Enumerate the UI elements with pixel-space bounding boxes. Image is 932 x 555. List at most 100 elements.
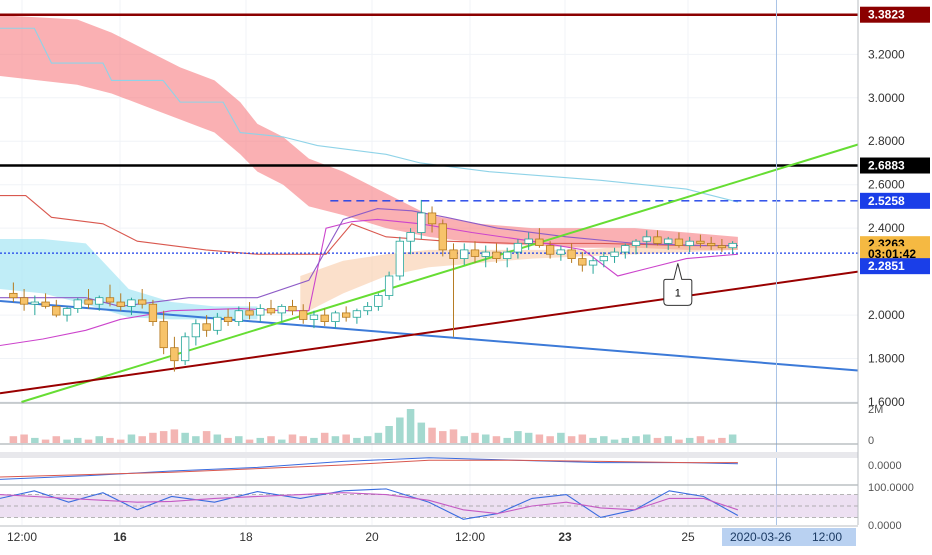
volume-bar	[267, 436, 275, 443]
volume-bar	[299, 436, 307, 443]
candle-body	[599, 256, 608, 262]
candle-body	[556, 249, 566, 255]
price-axis-panel	[858, 0, 932, 550]
candle-body	[642, 236, 651, 242]
candle-body	[352, 310, 362, 318]
candle-body	[696, 240, 705, 244]
volume-bar	[63, 439, 71, 443]
volume-bar	[116, 439, 125, 443]
volume-bar	[181, 432, 189, 443]
volume-bar	[320, 432, 329, 443]
candle-body	[105, 297, 115, 303]
volume-bar	[718, 437, 726, 443]
volume-bar	[20, 434, 28, 443]
crosshair-time-label: 12:00	[812, 530, 842, 544]
volume-bar	[578, 434, 587, 443]
trendline-2	[0, 270, 859, 395]
price-tick-label: 1.6000	[868, 395, 905, 409]
candle-body	[363, 305, 372, 312]
time-tick-label: 12:00	[455, 530, 485, 544]
callout-label: 1	[675, 287, 681, 299]
price-badge-label: 2.5258	[868, 194, 905, 208]
candle-body	[545, 245, 555, 255]
candle-body	[170, 347, 179, 362]
volume-bar	[632, 436, 640, 443]
candle-body	[191, 323, 201, 338]
price-badge-label: 3.3823	[868, 8, 905, 22]
volume-bar	[514, 431, 522, 443]
candle-body	[406, 232, 415, 242]
candle-body	[653, 236, 662, 244]
candle-body	[299, 310, 308, 320]
candle-body	[438, 223, 447, 251]
time-tick-label: 23	[558, 530, 572, 544]
time-tick-label: 12:00	[7, 530, 37, 544]
trendline-1	[21, 143, 859, 403]
volume-bar	[664, 436, 672, 443]
candle-body	[266, 308, 276, 314]
price-badge-label: 03:01:42	[868, 247, 916, 261]
volume-bar	[481, 434, 490, 443]
price-tick-label: 2.8000	[868, 134, 905, 148]
candle-body	[460, 249, 469, 259]
candle-body	[449, 249, 458, 259]
volume-bar	[277, 439, 286, 443]
candle-body	[578, 258, 587, 266]
volume-bar	[256, 437, 265, 443]
time-tick-label: 18	[239, 530, 253, 544]
candle-body	[234, 310, 243, 323]
volume-axis-label: 2M	[868, 404, 883, 416]
volume-bar	[557, 432, 565, 443]
price-tick-label: 2.4000	[868, 221, 905, 235]
volume-bar	[675, 439, 683, 443]
macd-macd-line	[0, 457, 738, 480]
candle-body	[245, 310, 254, 316]
candle-body	[320, 314, 329, 323]
candle-body	[84, 299, 93, 305]
candle-body	[180, 336, 190, 362]
candle-body	[717, 245, 727, 249]
volume-bar	[84, 439, 93, 443]
volume-bar	[396, 417, 404, 443]
volume-bar	[471, 432, 479, 443]
candle-body	[374, 295, 383, 307]
candle-body	[116, 301, 125, 307]
time-tick-label: 16	[113, 530, 127, 544]
candle-body	[223, 316, 233, 323]
candle-body	[148, 303, 158, 323]
candle-body	[41, 301, 50, 307]
price-tick-label: 2.0000	[868, 308, 905, 322]
volume-bar	[600, 436, 608, 443]
volume-bar	[52, 436, 61, 443]
callout-box	[663, 263, 693, 306]
candle-body	[427, 212, 437, 225]
volume-bar	[460, 436, 469, 443]
volume-bar	[353, 437, 361, 443]
volume-bar	[224, 437, 232, 443]
candle-body	[728, 242, 737, 249]
volume-bar	[428, 427, 436, 443]
price-badge-bg	[860, 258, 930, 275]
volume-bar	[235, 436, 243, 443]
volume-bar	[621, 437, 630, 443]
candle-body	[288, 305, 297, 312]
volume-bar	[138, 436, 146, 443]
volume-bar	[503, 437, 511, 443]
indicator-line-2	[0, 218, 738, 347]
volume-bar	[31, 437, 39, 443]
volume-bar	[642, 434, 651, 443]
volume-bar	[159, 431, 168, 443]
candle-body	[95, 297, 104, 305]
volume-bar	[567, 436, 576, 443]
volume-bar	[406, 409, 415, 443]
volume-bar	[439, 431, 447, 443]
candle-body	[19, 297, 29, 305]
candle-body	[277, 305, 286, 314]
volume-bar	[417, 422, 426, 443]
stoch-d-line	[0, 492, 739, 515]
macd-axis-label: 0.0000	[868, 460, 902, 472]
volume-bar	[589, 437, 597, 443]
candle-body	[73, 299, 82, 309]
